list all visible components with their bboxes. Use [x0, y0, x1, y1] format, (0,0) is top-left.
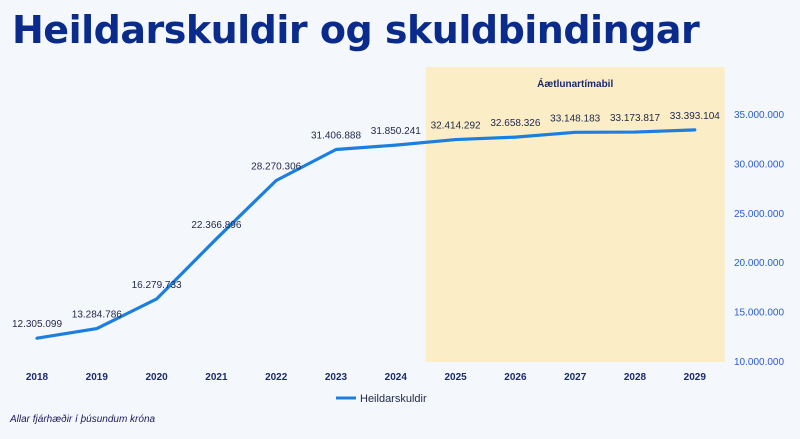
- chart-title: Heildarskuldir og skuldbindingar: [12, 8, 700, 52]
- data-label: 31.406.888: [311, 130, 361, 141]
- data-label: 28.270.306: [251, 161, 301, 172]
- x-tick-label: 2022: [265, 372, 288, 383]
- x-tick-label: 2020: [145, 372, 168, 383]
- x-tick-label: 2029: [684, 372, 707, 383]
- y-axis: 10.000.000 15.000.000 20.000.000 25.000.000…: [734, 110, 784, 368]
- y-tick-label: 30.000.000: [734, 159, 784, 170]
- data-label: 32.414.292: [431, 121, 481, 132]
- footnote: Allar fjárhæðir í þúsundum króna: [10, 414, 156, 425]
- x-tick-label: 2027: [564, 372, 587, 383]
- forecast-period-shade: [425, 67, 725, 362]
- x-tick-label: 2019: [86, 372, 109, 383]
- y-tick-label: 35.000.000: [734, 110, 784, 121]
- x-axis: 2018 2019 2020 2021 2022 2023 2024 2025 2026 2027…: [26, 372, 706, 383]
- x-tick-label: 2025: [444, 372, 467, 383]
- x-tick-label: 2018: [26, 372, 49, 383]
- data-label: 22.366.896: [191, 220, 241, 231]
- x-tick-label: 2028: [624, 372, 647, 383]
- x-tick-label: 2024: [385, 372, 408, 383]
- y-tick-label: 15.000.000: [734, 308, 784, 319]
- data-label: 32.658.326: [490, 118, 540, 129]
- series-line-heildarskuldir: [35, 128, 697, 340]
- y-tick-label: 25.000.000: [734, 209, 784, 220]
- x-tick-label: 2023: [325, 372, 348, 383]
- data-label: 33.393.104: [670, 111, 720, 122]
- x-tick-label: 2026: [504, 372, 527, 383]
- data-labels: 12.305.099 13.284.786 16.279.733 22.366.896…: [12, 111, 720, 330]
- forecast-period-label: Áætlunartímabil: [537, 77, 613, 90]
- data-label: 13.284.786: [72, 310, 122, 321]
- data-label: 33.148.183: [550, 113, 600, 124]
- legend-label: Heildarskuldir: [360, 393, 427, 405]
- y-tick-label: 10.000.000: [734, 357, 784, 368]
- legend: Heildarskuldir: [336, 393, 427, 405]
- data-label: 31.850.241: [371, 126, 421, 137]
- data-label: 12.305.099: [12, 319, 62, 330]
- data-label: 16.279.733: [132, 280, 182, 291]
- x-tick-label: 2021: [205, 372, 228, 383]
- y-tick-label: 20.000.000: [734, 258, 784, 269]
- data-label: 33.173.817: [610, 113, 660, 124]
